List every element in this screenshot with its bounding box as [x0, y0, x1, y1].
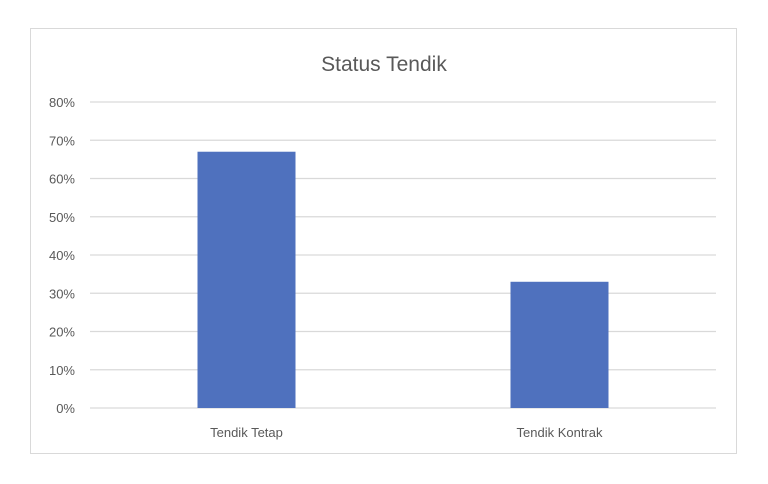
y-tick-label: 60%: [49, 172, 75, 187]
y-tick-label: 20%: [49, 325, 75, 340]
y-tick-label: 50%: [49, 210, 75, 225]
x-tick-label: Tendik Tetap: [210, 425, 283, 440]
bar-tendik-tetap: [197, 151, 296, 408]
y-tick-label: 30%: [49, 286, 75, 301]
chart-title: Status Tendik: [321, 53, 447, 76]
chart-area: [30, 28, 737, 454]
bar-tendik-kontrak: [510, 281, 609, 408]
y-tick-label: 0%: [56, 401, 75, 416]
x-tick-label: Tendik Kontrak: [517, 425, 603, 440]
y-tick-label: 80%: [49, 95, 75, 110]
y-tick-label: 70%: [49, 133, 75, 148]
y-tick-label: 40%: [49, 248, 75, 263]
y-tick-label: 10%: [49, 363, 75, 378]
